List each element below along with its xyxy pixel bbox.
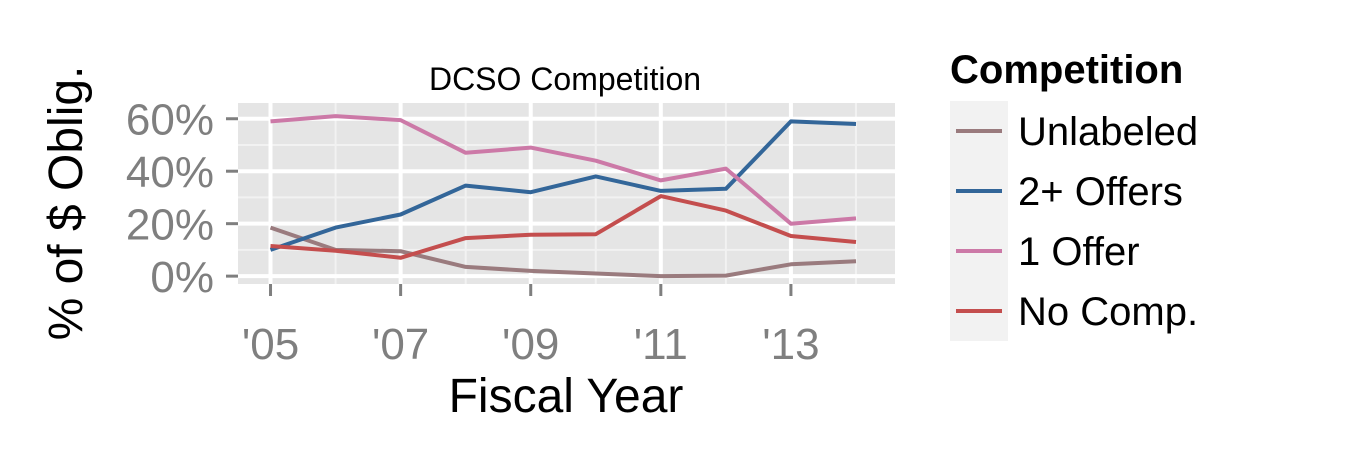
x-axis-title: Fiscal Year	[449, 370, 684, 423]
x-tick-label: '09	[502, 320, 559, 369]
legend-title: Competition	[950, 48, 1183, 92]
legend-label: No Comp.	[1018, 290, 1198, 334]
y-tick-label: 60%	[126, 96, 214, 145]
x-axis: '05 '07 '09 '11 '13	[242, 284, 820, 369]
minor-gridlines	[238, 103, 895, 284]
legend-label: 1 Offer	[1018, 230, 1140, 274]
x-tick-label: '07	[372, 320, 429, 369]
y-tick-label: 20%	[126, 201, 214, 250]
series-lines	[269, 114, 857, 279]
y-axis: 0%20%40%60%	[126, 96, 238, 302]
series-line	[270, 114, 857, 226]
y-axis-title: % of $ Oblig.	[40, 66, 93, 341]
legend-label: Unlabeled	[1018, 110, 1198, 154]
chart-title: DCSO Competition	[429, 61, 701, 97]
series-line	[269, 225, 857, 279]
legend: Competition Unlabeled 2+ Offers 1 Offer No …	[950, 48, 1198, 341]
series-line	[270, 194, 857, 260]
series-line	[269, 119, 857, 252]
x-tick-label: '05	[242, 320, 299, 369]
x-tick-label: '13	[762, 320, 819, 369]
x-tick-label: '11	[634, 320, 688, 369]
y-tick-label: 0%	[150, 253, 214, 302]
legend-label: 2+ Offers	[1018, 170, 1183, 214]
y-tick-label: 40%	[126, 148, 214, 197]
